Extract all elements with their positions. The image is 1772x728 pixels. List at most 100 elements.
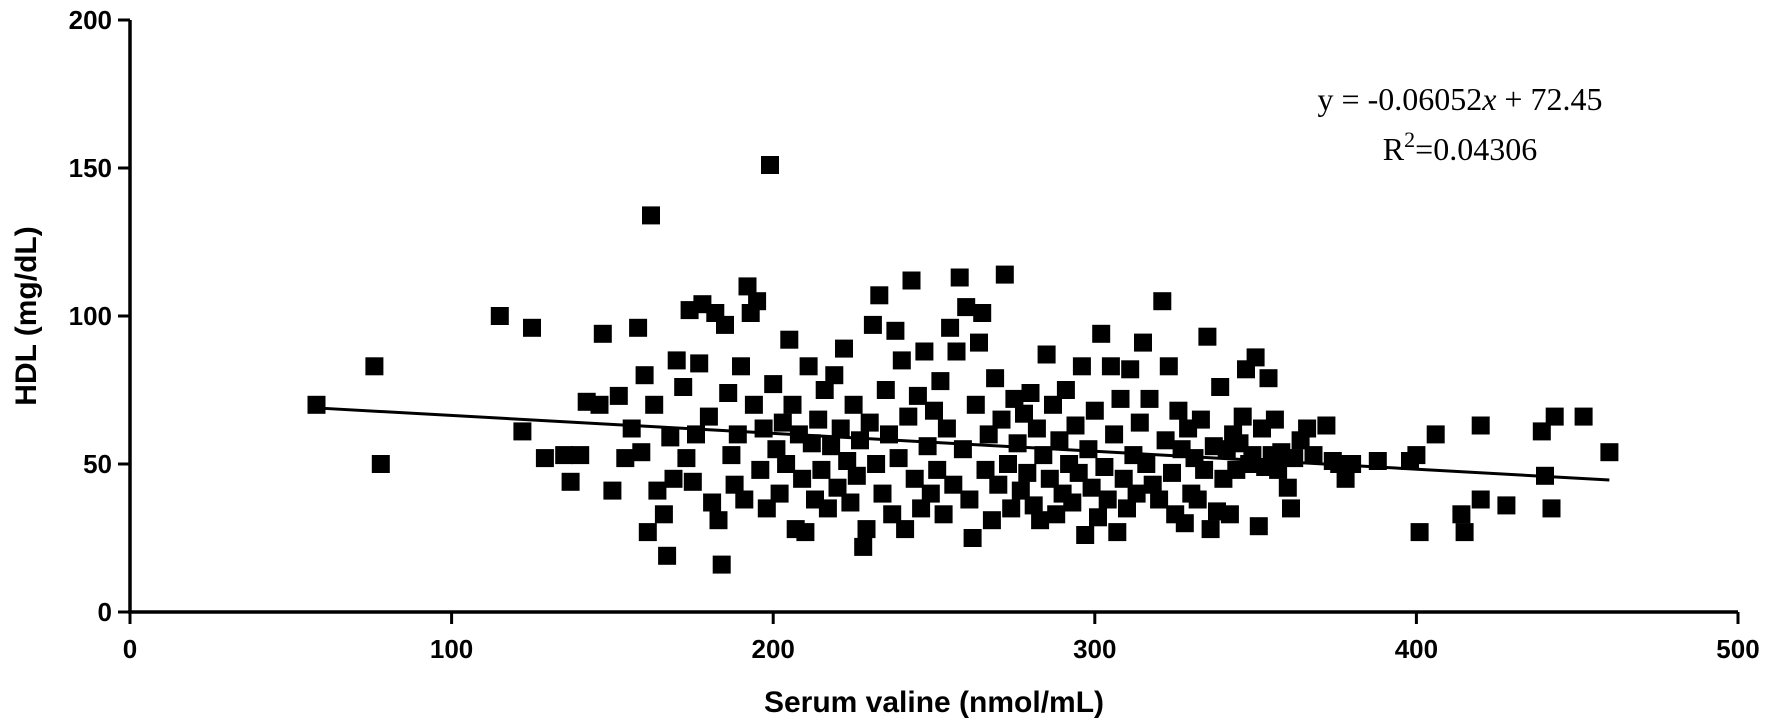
- data-point: [934, 505, 953, 524]
- y-tick-label: 100: [69, 301, 112, 331]
- data-point: [982, 511, 1001, 530]
- data-point: [1089, 508, 1107, 527]
- data-point: [365, 357, 384, 376]
- data-point: [1191, 410, 1210, 429]
- data-point: [622, 419, 641, 438]
- data-point: [960, 490, 979, 509]
- data-point: [1085, 401, 1104, 420]
- data-point: [1066, 416, 1085, 435]
- data-point: [1175, 514, 1194, 533]
- data-point: [751, 460, 770, 479]
- trend-line: [316, 406, 1610, 482]
- data-point: [844, 395, 863, 414]
- data-point: [635, 366, 654, 385]
- data-point: [1063, 493, 1082, 512]
- data-point: [770, 484, 789, 503]
- data-point: [1101, 357, 1120, 376]
- data-point: [1108, 523, 1127, 542]
- data-point: [1201, 520, 1220, 539]
- data-point: [1018, 463, 1037, 482]
- data-point: [748, 292, 767, 311]
- data-point: [571, 446, 590, 465]
- data-point: [867, 455, 886, 473]
- data-point: [941, 318, 960, 337]
- data-point: [825, 366, 844, 385]
- data-point: [908, 386, 927, 405]
- data-point: [1163, 463, 1181, 482]
- data-point: [719, 384, 738, 402]
- data-point: [703, 493, 722, 512]
- x-tick-label: 100: [430, 634, 473, 664]
- data-point: [979, 425, 998, 444]
- x-axis-title: Serum valine (nmol/mL): [764, 686, 1104, 719]
- data-point: [925, 401, 943, 420]
- data-point: [732, 357, 750, 376]
- data-point: [1246, 348, 1265, 367]
- data-point: [918, 437, 937, 456]
- data-point: [1034, 446, 1053, 465]
- data-point: [957, 298, 976, 317]
- data-point: [966, 395, 985, 414]
- data-point: [976, 460, 995, 479]
- data-point: [1069, 463, 1088, 482]
- data-point: [616, 449, 635, 468]
- data-point: [593, 324, 612, 343]
- data-point: [709, 511, 728, 530]
- data-point: [1410, 523, 1429, 542]
- data-point: [1278, 478, 1297, 497]
- data-point: [690, 354, 709, 373]
- data-point: [1011, 481, 1030, 500]
- data-point: [1047, 505, 1066, 524]
- data-point: [796, 523, 815, 542]
- data-point: [1027, 419, 1046, 438]
- data-point: [1153, 292, 1172, 311]
- data-point: [738, 277, 757, 296]
- data-point: [1188, 490, 1207, 509]
- data-point: [1426, 425, 1445, 444]
- data-point: [1269, 460, 1288, 479]
- data-point: [1156, 431, 1175, 450]
- data-point: [1118, 499, 1136, 518]
- data-point: [838, 452, 857, 470]
- data-point: [725, 475, 744, 494]
- data-point: [995, 265, 1014, 284]
- data-point: [783, 395, 802, 414]
- data-point: [603, 481, 622, 500]
- data-point: [490, 307, 509, 325]
- data-point: [1002, 499, 1021, 518]
- data-point: [764, 375, 783, 394]
- data-points: [307, 156, 1619, 574]
- data-point: [1056, 381, 1075, 399]
- data-point: [876, 381, 895, 399]
- data-point: [1407, 446, 1426, 465]
- data-point: [1127, 484, 1146, 503]
- data-point: [870, 286, 889, 305]
- data-point: [1265, 410, 1284, 429]
- data-point: [912, 499, 931, 518]
- data-point: [937, 419, 956, 438]
- data-point: [799, 357, 818, 376]
- data-point: [561, 472, 580, 491]
- data-point: [654, 505, 673, 524]
- data-point: [773, 413, 792, 432]
- data-point: [1600, 443, 1619, 462]
- data-point: [722, 446, 741, 465]
- data-point: [1298, 419, 1317, 438]
- data-point: [609, 386, 628, 405]
- y-axis-title: HDL (mg/dL): [10, 226, 43, 405]
- x-tick-label: 300: [1073, 634, 1116, 664]
- data-point: [970, 333, 988, 352]
- data-point: [674, 378, 693, 396]
- data-point: [1134, 333, 1152, 352]
- data-point: [989, 475, 1008, 494]
- x-tick-label: 500: [1716, 634, 1759, 664]
- data-point: [1304, 446, 1323, 465]
- data-point: [1130, 413, 1149, 432]
- data-point: [1021, 384, 1040, 402]
- data-point: [1150, 490, 1169, 509]
- data-point: [973, 304, 992, 322]
- data-point: [1031, 511, 1050, 530]
- data-point: [1233, 407, 1252, 426]
- data-point: [812, 460, 831, 479]
